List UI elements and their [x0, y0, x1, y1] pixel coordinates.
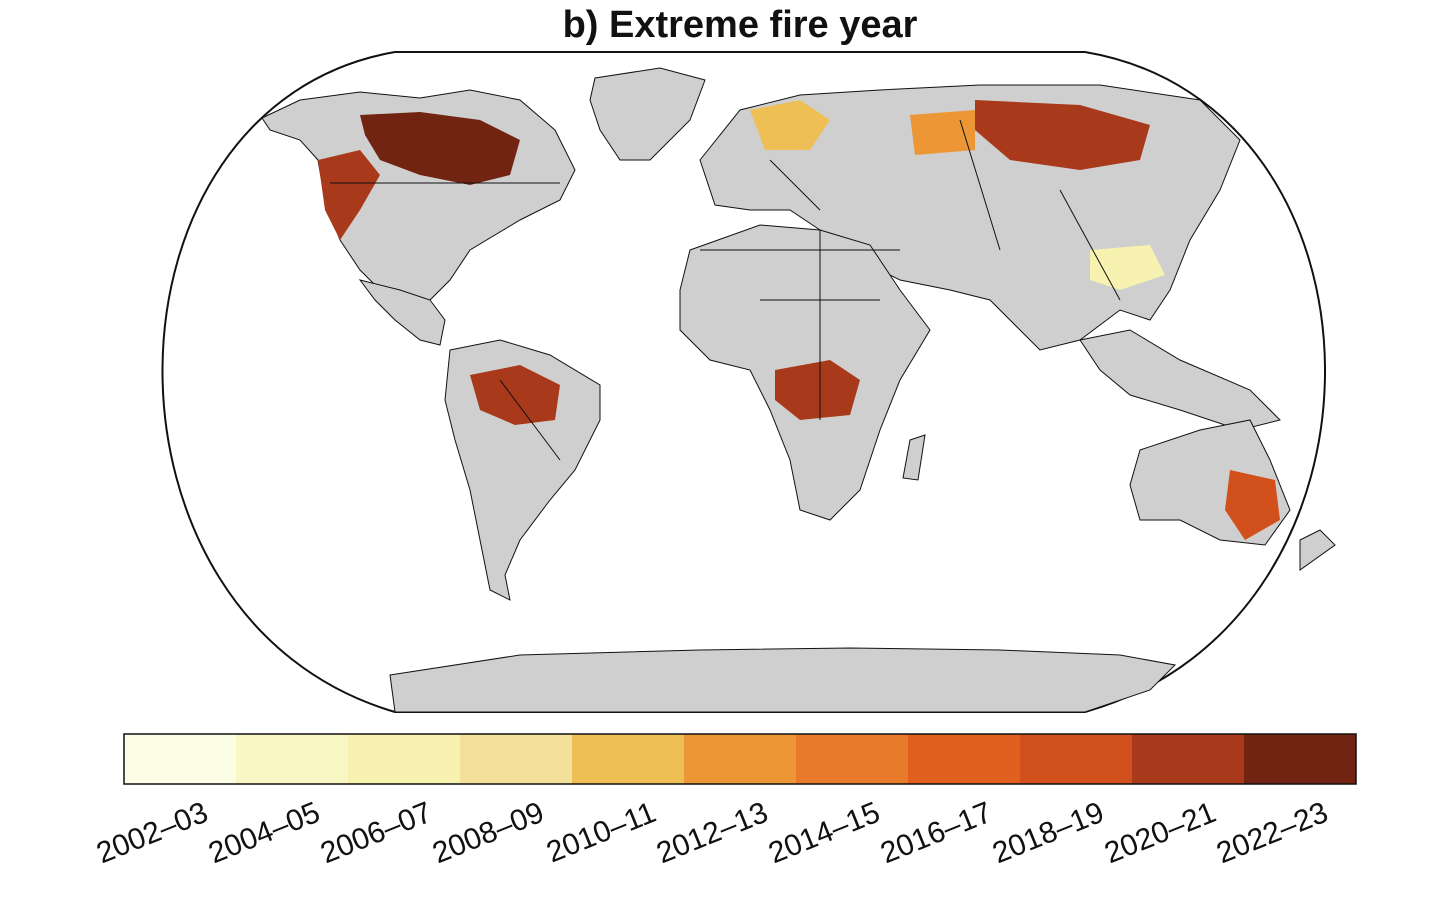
fire-layer	[318, 100, 1280, 540]
colorbar-tick-label: 2020–21	[1100, 796, 1221, 870]
land-madagascar	[902, 434, 926, 481]
world-map	[161, 51, 1336, 713]
colorbar-bin	[124, 734, 237, 784]
fire-region-amazon	[470, 365, 560, 425]
fire-region-eastern-australia	[1225, 470, 1280, 540]
colorbar-tick-label: 2006–07	[316, 796, 437, 870]
fire-region-siberia	[975, 100, 1150, 170]
land-antarctica	[389, 647, 1177, 713]
land-southeast-asia	[1079, 329, 1281, 431]
border-line-4	[499, 379, 561, 461]
fire-region-central-africa	[775, 360, 860, 420]
fire-region-western-north-america	[318, 150, 380, 240]
border-line-5	[959, 119, 1001, 251]
colorbar-bin	[572, 734, 685, 784]
land-new-zealand	[1299, 529, 1336, 571]
border-line-7	[769, 159, 821, 211]
colorbar-tick-label: 2012–13	[652, 796, 773, 870]
colorbar-tick-label: 2018–19	[988, 796, 1109, 870]
colorbar-tick-label: 2016–17	[876, 796, 997, 870]
colorbar-bin	[1244, 734, 1357, 784]
land-central-america	[358, 279, 446, 346]
colorbar-bin	[348, 734, 461, 784]
colorbar-bin	[1020, 734, 1133, 784]
map-title: b) Extreme fire year	[562, 4, 918, 46]
colorbar-tick-label: 2004–05	[204, 796, 325, 870]
colorbar-bin	[236, 734, 349, 784]
colorbar-bin	[684, 734, 797, 784]
border-line-6	[1059, 189, 1121, 301]
colorbar-bin	[460, 734, 573, 784]
colorbar-tick-label: 2002–03	[92, 796, 213, 870]
colorbar-bin	[1132, 734, 1245, 784]
colorbar-tick-label: 2008–09	[428, 796, 549, 870]
country-borders	[330, 119, 1121, 461]
fire-region-northern-europe	[750, 100, 830, 150]
colorbar-bin	[796, 734, 909, 784]
fire-region-canada-boreal	[360, 112, 520, 185]
fire-region-central-asia	[910, 110, 975, 155]
land-greenland	[589, 67, 706, 161]
colorbar-tick-label: 2010–11	[542, 796, 661, 870]
colorbar-tick-label: 2022–23	[1212, 796, 1333, 870]
colorbar-tick-label: 2014–15	[764, 796, 885, 870]
colorbar-bin	[908, 734, 1021, 784]
